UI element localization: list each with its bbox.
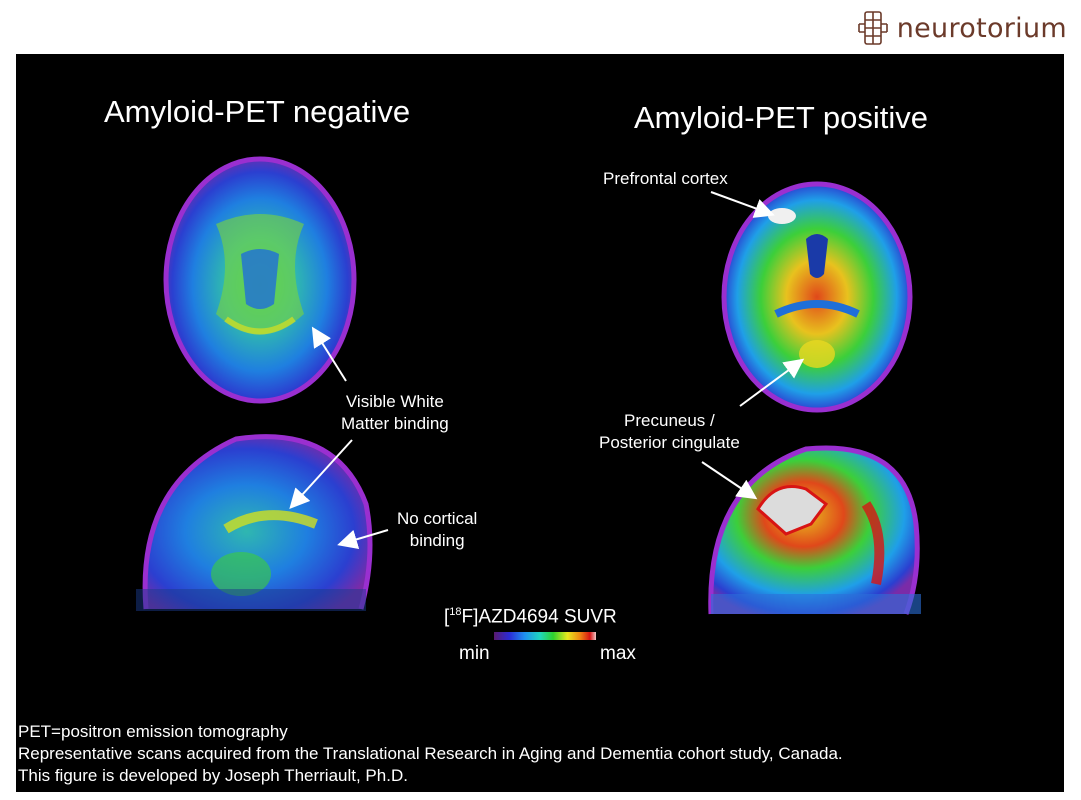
title-positive: Amyloid-PET positive [634,100,929,135]
suvr-color-scale [494,632,596,640]
figure-panel: Amyloid-PET negative Amyloid-PET positiv… [16,54,1064,792]
arrow-prefrontal [710,191,775,218]
scale-title: [18F]AZD4694 SUVR [444,606,617,628]
brain-scans-artwork [136,156,921,640]
arrow-precuneus-sagittal [701,461,758,500]
arrow-precuneus-axial [739,358,805,407]
label-no-cortical: No cortical binding [397,509,478,550]
negative-axial-scan [163,156,357,404]
label-prefrontal: Prefrontal cortex [603,169,728,188]
brand-logo[interactable]: neurotorium [855,8,1067,48]
positive-sagittal-scan [708,445,921,615]
brand-name: neurotorium [896,12,1067,44]
arrow-white-matter-sagittal [289,439,353,509]
title-negative: Amyloid-PET negative [104,94,411,129]
neurotorium-logo-icon [857,11,888,45]
footnote-1: PET=positron emission tomography [18,722,288,741]
positive-axial-scan [721,181,913,413]
footnote-2: Representative scans acquired from the T… [18,744,843,763]
scale-min-label: min [459,643,490,664]
label-precuneus: Precuneus / Posterior cingulate [599,411,740,452]
footnote-3: This figure is developed by Joseph Therr… [18,766,408,785]
arrow-no-cortical [337,529,389,550]
label-white-matter: Visible White Matter binding [341,392,449,433]
negative-sagittal-scan [136,434,373,611]
scale-max-label: max [600,643,636,664]
arrow-white-matter-axial [311,326,347,382]
